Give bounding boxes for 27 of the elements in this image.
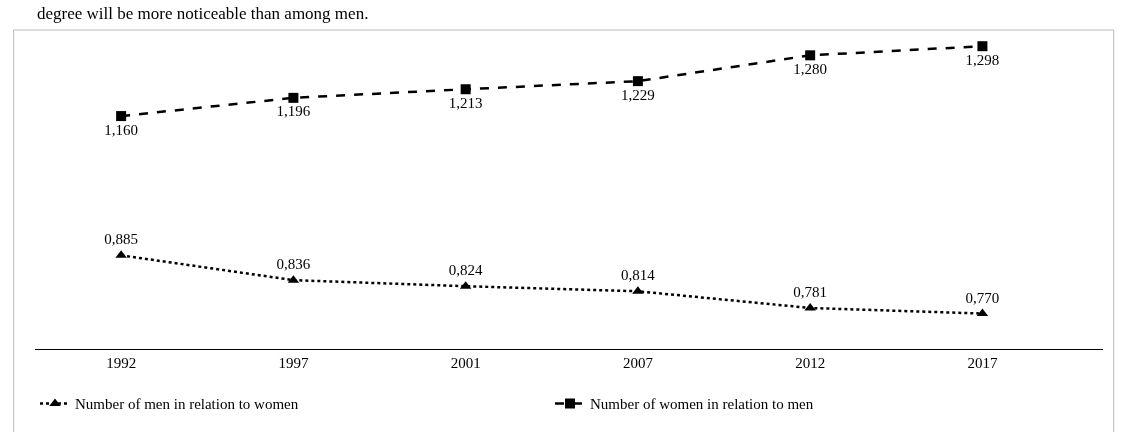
data-label: 1,280	[793, 60, 828, 77]
text: degree will be more noticeable than among men.	[37, 4, 369, 23]
data-label: 0,814	[621, 267, 656, 284]
x-tick-label: 1992	[106, 355, 137, 371]
point	[805, 50, 816, 61]
data-label: 0,836	[276, 256, 311, 273]
data-label: 1,160	[104, 121, 139, 138]
point	[460, 84, 471, 95]
data-label: 1,229	[621, 86, 655, 103]
x-tick-label: 2012	[795, 355, 826, 371]
data-label: 0,885	[104, 231, 139, 248]
data-label: 1,213	[448, 94, 483, 111]
data-label: 1,298	[965, 51, 1000, 68]
point	[116, 111, 127, 122]
legend-label: Number of men in relation to women	[75, 396, 299, 413]
point	[632, 76, 643, 87]
x-tick-label: 2017	[967, 355, 998, 371]
legend-label: Number of women in relation to men	[590, 396, 814, 413]
data-label: 0,770	[965, 289, 1000, 306]
data-label: 1,196	[276, 103, 311, 120]
point	[288, 92, 299, 103]
x-tick-label: 1997	[278, 355, 309, 371]
data-label: 0,824	[448, 262, 484, 279]
x-tick-label: 2001	[450, 355, 481, 371]
point	[977, 41, 988, 52]
x-tick-label: 2007	[622, 355, 654, 371]
data-label: 0,781	[793, 283, 828, 300]
